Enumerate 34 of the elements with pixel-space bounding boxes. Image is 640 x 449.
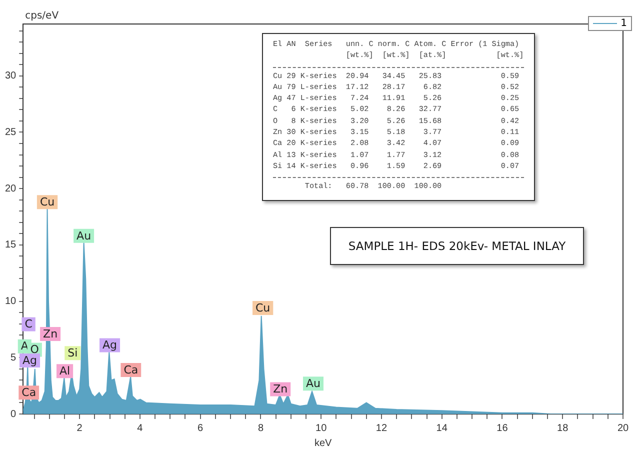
x-tick-label: 20 — [617, 422, 629, 434]
y-axis-title: cps/eV — [25, 10, 59, 22]
annotation: Ag — [22, 354, 38, 367]
y-tick-label: 10 — [5, 296, 17, 308]
x-tick-label: 18 — [557, 422, 569, 434]
y-tick-label: 20 — [5, 183, 17, 194]
x-tick-label: 16 — [496, 422, 508, 434]
annotation: Cu — [40, 195, 55, 208]
annotation: C — [24, 318, 33, 331]
x-axis-title: keV — [314, 438, 332, 449]
legend-label: 1 — [620, 18, 627, 29]
annotation: O — [30, 343, 40, 356]
y-tick-label: 15 — [5, 240, 17, 251]
x-tick-label: 12 — [376, 422, 388, 434]
x-tick-label: 2 — [76, 422, 83, 434]
annotation: Al — [59, 364, 70, 378]
y-tick-label: 5 — [10, 352, 17, 364]
x-tick-label: 6 — [198, 422, 204, 434]
annotation: Au — [306, 376, 320, 390]
annotation: Ag — [102, 338, 118, 352]
x-tick-label: 10 — [316, 422, 328, 434]
x-tick-label: 4 — [137, 422, 144, 434]
annotation: A — [20, 340, 29, 353]
x-tick-label: 8 — [258, 422, 264, 434]
caption-box: SAMPLE 1H- EDS 20kEv- METAL INLAY — [330, 227, 584, 265]
y-tick-label: 0 — [10, 408, 17, 420]
annotation: Si — [68, 346, 78, 360]
annotation: Zn — [273, 382, 288, 396]
annotation: Au — [76, 229, 92, 242]
annotation: Cu — [256, 301, 270, 314]
x-tick-label: 14 — [436, 422, 448, 434]
y-tick-label: 25 — [5, 126, 17, 138]
annotation: Ca — [124, 363, 138, 376]
y-tick-label: 30 — [5, 70, 17, 82]
